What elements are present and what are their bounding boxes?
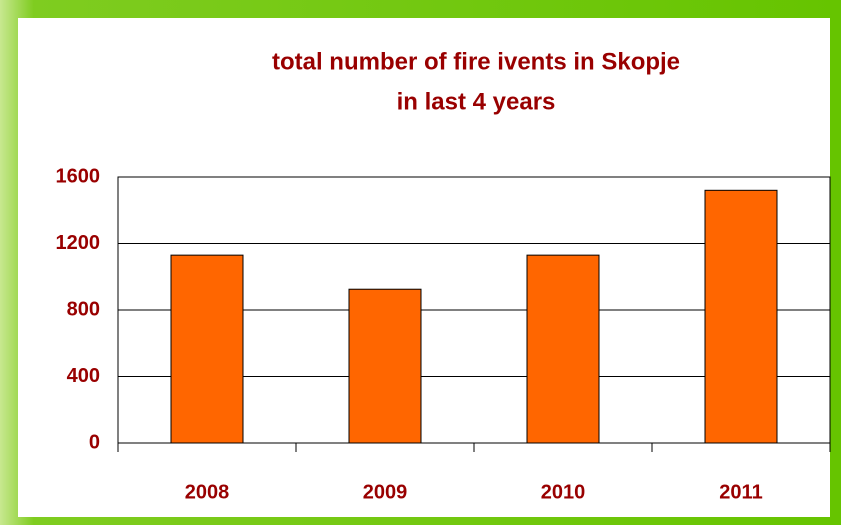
y-tick-label: 0 <box>89 431 100 453</box>
y-tick-label: 1200 <box>56 232 101 254</box>
y-tick-label: 400 <box>67 365 100 387</box>
bar <box>170 254 244 444</box>
y-tick-label: 800 <box>67 298 100 320</box>
x-tick-label: 2011 <box>719 481 762 503</box>
chart-title: in last 4 years <box>397 88 556 115</box>
x-tick-label: 2010 <box>541 481 586 503</box>
bar <box>704 189 778 444</box>
bar <box>348 288 422 444</box>
x-tick-label: 2008 <box>185 481 230 503</box>
x-tick-label: 2009 <box>363 481 408 503</box>
y-tick-label: 1600 <box>56 165 101 187</box>
panel <box>18 18 830 517</box>
bar <box>526 254 600 444</box>
chart-title: total number of fire ivents in Skopje <box>272 48 680 75</box>
